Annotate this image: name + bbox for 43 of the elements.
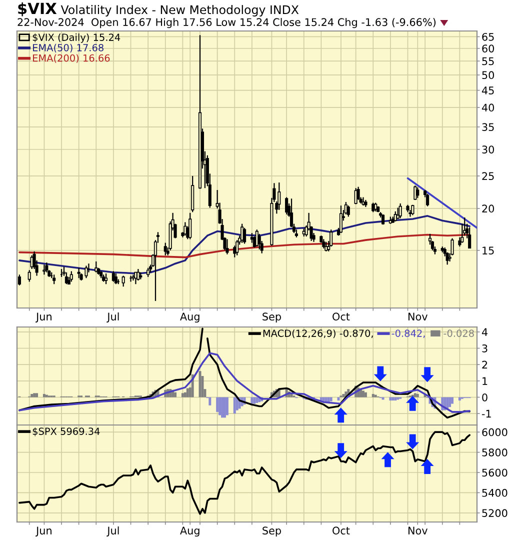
y-tick-label: 35 xyxy=(482,123,494,132)
legend-label: EMA(50) 17.68 xyxy=(33,44,104,52)
x-tick-label: Jun xyxy=(36,526,52,536)
y-tick-label: 20 xyxy=(482,204,494,213)
x-tick-label: Nov xyxy=(408,526,428,535)
y-tick-label: 5200 xyxy=(482,509,508,518)
y-tick-label: 6000 xyxy=(482,428,508,436)
y-tick-label: 15 xyxy=(482,246,494,254)
x-tick-label: Jul xyxy=(106,312,119,322)
legend-label: EMA(200) 16.66 xyxy=(33,54,110,63)
y-tick-label: 5400 xyxy=(482,488,508,497)
y-tick-label: 0 xyxy=(482,393,488,402)
x-tick-label: Jul xyxy=(106,526,119,536)
y-tick-label: 5600 xyxy=(482,468,508,477)
x-tick-label: Nov xyxy=(408,312,428,321)
x-tick-label: Sep xyxy=(262,312,281,323)
y-tick-label: 4 xyxy=(482,328,488,336)
chart-subtitle: 22-Nov-2024 Open 16.67 High 17.56 Low 15.24 Close 15.24 Chg -1.63 (-9.66%) xyxy=(18,18,436,28)
y-tick-label: 65 xyxy=(482,32,494,41)
legend-label: $VIX (Daily) 15.24 xyxy=(32,33,120,43)
y-tick-label: 25 xyxy=(482,172,494,180)
legend-label: -0.028 xyxy=(444,330,474,337)
y-tick-label: 5800 xyxy=(482,448,508,456)
y-tick-label: 50 xyxy=(482,71,494,80)
y-tick-label: 1 xyxy=(482,377,488,385)
y-tick-label: 60 xyxy=(482,44,494,52)
y-tick-label: 3 xyxy=(482,344,488,352)
legend-label: -0.842, xyxy=(392,330,425,338)
y-tick-label: 55 xyxy=(482,57,494,66)
x-tick-label: Oct xyxy=(332,526,350,535)
x-tick-label: Oct xyxy=(332,312,350,321)
y-tick-label: -1 xyxy=(482,410,491,418)
y-tick-label: 30 xyxy=(482,146,494,154)
y-tick-label: 45 xyxy=(482,86,494,94)
y-tick-label: 2 xyxy=(482,360,488,369)
chart-title: $VIX Volatility Index - New Methodology INDX xyxy=(18,2,299,16)
x-tick-label: Sep xyxy=(262,526,281,537)
x-tick-label: Jun xyxy=(36,312,52,322)
y-tick-label: 40 xyxy=(482,104,494,112)
x-tick-label: Aug xyxy=(180,312,200,323)
legend-label: MACD(12,26,9) -0.870, xyxy=(263,329,373,338)
x-tick-label: Aug xyxy=(180,526,200,537)
legend-label: $SPX 5969.34 xyxy=(32,427,100,436)
